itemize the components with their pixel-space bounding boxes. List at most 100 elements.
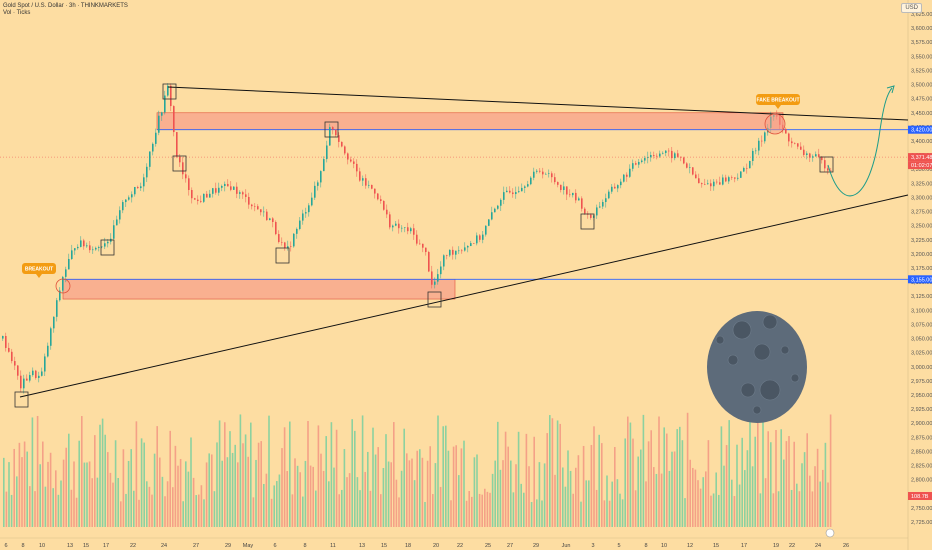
breakout-tag-bg [22, 263, 56, 274]
candle-body [140, 186, 142, 189]
pivot-box [324, 121, 339, 138]
candle-body [506, 190, 508, 193]
candle-body [656, 155, 658, 157]
candle-body [83, 240, 85, 247]
time-axis-label: 29 [225, 543, 231, 549]
volume-bar [315, 490, 317, 527]
volume-bar [216, 442, 218, 527]
volume-bar [88, 461, 91, 527]
volume-bar [296, 465, 299, 527]
currency-badge[interactable]: USD [901, 3, 922, 13]
volume-bar [684, 498, 686, 527]
volume-bar [468, 491, 470, 527]
time-axis-label: 11 [330, 543, 336, 549]
volume-bar [406, 453, 408, 527]
volume-bar [179, 458, 182, 527]
candle-body [302, 213, 304, 221]
candle-body [380, 199, 382, 201]
candle-body [155, 132, 157, 144]
symbol-title[interactable]: Gold Spot / U.S. Dollar · 3h · THINKMARK… [3, 3, 128, 9]
candle-body [89, 245, 91, 251]
volume-bar [23, 441, 26, 527]
volume-bar [312, 466, 314, 527]
candle-body [650, 155, 652, 158]
candle-body [335, 129, 337, 136]
volume-bar [304, 460, 307, 527]
candle-body [80, 240, 82, 247]
candle-body [116, 219, 118, 226]
volume-bar [465, 500, 468, 527]
volume-bar [624, 438, 626, 527]
candle-body [461, 250, 463, 252]
volume-bar [528, 466, 530, 527]
volume-bar [299, 472, 301, 527]
candle-body [371, 184, 373, 189]
volume-bar [276, 481, 278, 527]
volume-bar [226, 457, 229, 527]
volume-bar [10, 494, 13, 527]
volume-bar [595, 489, 598, 527]
volume-bar [281, 448, 283, 527]
volume-bar [96, 477, 99, 527]
volume-bar [762, 414, 764, 527]
candle-body [50, 328, 52, 346]
candle-body [425, 247, 427, 253]
candle-body [539, 170, 541, 172]
volume-bar [8, 462, 10, 527]
candle-body [515, 192, 517, 195]
candle-body [797, 143, 799, 147]
candle-body [113, 225, 115, 239]
candle-body [596, 207, 598, 216]
volume-bar [471, 496, 473, 527]
volume-bar [588, 480, 590, 527]
candle-body [677, 153, 679, 157]
volume-bar [481, 494, 483, 527]
volume-bar [697, 480, 699, 527]
candle-body [119, 210, 121, 220]
candle-body [149, 151, 151, 167]
pivot-box [275, 247, 290, 264]
pivot-box [172, 155, 187, 172]
volume-bar [606, 475, 608, 527]
candle-body [794, 143, 796, 144]
candle-body [437, 274, 439, 282]
candle-body [248, 196, 250, 205]
candle-body [527, 184, 529, 187]
candle-body [479, 235, 481, 240]
volume-bar [192, 477, 195, 527]
time-axis-label: 20 [433, 543, 439, 549]
volume-bar [676, 429, 678, 527]
volume-bar [432, 494, 434, 527]
candle-body [680, 156, 682, 158]
candle-body [701, 183, 703, 185]
volume-bar [585, 480, 587, 527]
candle-body [218, 187, 220, 193]
volume-bar [135, 421, 138, 527]
candle-countdown-label: 01:02:07 [911, 163, 932, 169]
volume-bar [52, 488, 54, 527]
volume-bar [57, 494, 60, 527]
volume-bar [387, 461, 390, 527]
volume-bar [70, 489, 73, 527]
volume-bar [101, 418, 104, 527]
candle-body [605, 198, 607, 203]
price-tick-label: 3,300.00 [911, 195, 932, 201]
candle-body [377, 193, 379, 200]
candle-body [785, 128, 787, 134]
volume-bar [68, 433, 70, 527]
candle-body [548, 173, 550, 174]
fake-breakout-tag-pointer [775, 105, 781, 109]
volume-indicator-title[interactable]: Vol · Ticks [3, 10, 31, 16]
time-axis-label: 15 [381, 543, 387, 549]
time-axis-label: 6 [273, 543, 276, 549]
candle-body [191, 190, 193, 199]
volume-bar [439, 486, 442, 527]
volume-bar [333, 467, 335, 527]
volume-bar [647, 441, 650, 527]
volume-bar [408, 460, 411, 527]
time-axis-label: 8 [303, 543, 306, 549]
volume-bar [109, 472, 112, 527]
current-price-label-bg [908, 153, 932, 162]
price-tick-label: 3,400.00 [911, 139, 932, 145]
